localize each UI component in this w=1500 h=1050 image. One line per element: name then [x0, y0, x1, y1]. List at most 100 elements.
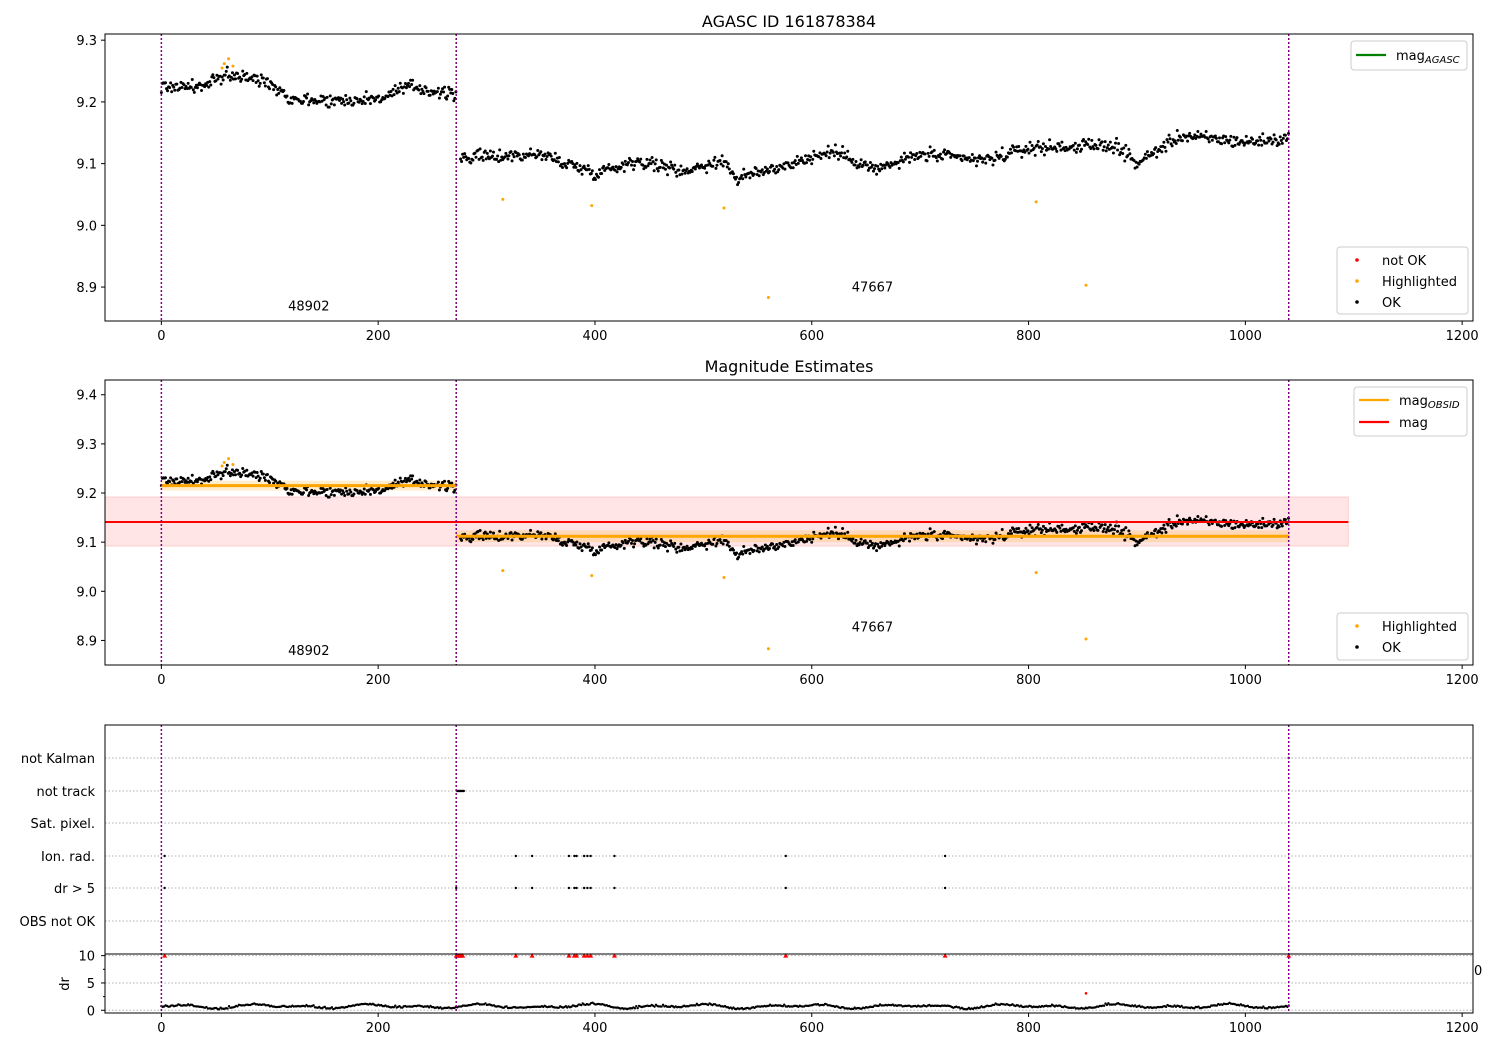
- dr-point: [636, 1006, 639, 1010]
- ok-point: [725, 543, 729, 547]
- ok-point: [364, 90, 368, 94]
- ok-point: [580, 549, 584, 553]
- ok-point: [648, 158, 652, 162]
- ok-point: [262, 476, 266, 480]
- ok-point: [1047, 529, 1051, 533]
- ok-point: [902, 532, 906, 536]
- flag-point: [573, 886, 576, 890]
- ok-point: [557, 156, 561, 160]
- ok-point: [1207, 523, 1211, 527]
- ok-point: [391, 87, 395, 91]
- ok-point: [1071, 526, 1075, 530]
- ok-point: [549, 154, 553, 158]
- ok-point: [255, 470, 259, 474]
- ok-point: [221, 78, 225, 82]
- ok-point: [908, 160, 912, 164]
- ok-point: [418, 478, 422, 482]
- ok-point: [1144, 156, 1148, 160]
- legend-point-swatch: [1355, 624, 1359, 628]
- ok-point: [367, 96, 371, 100]
- ok-point: [1000, 528, 1004, 532]
- ok-point: [719, 540, 723, 544]
- ok-point: [940, 157, 944, 161]
- flag-point: [582, 886, 586, 890]
- ok-point: [1075, 528, 1079, 532]
- ok-point: [565, 543, 569, 547]
- ok-point: [673, 541, 677, 545]
- ok-point: [880, 167, 884, 171]
- ok-point: [668, 544, 672, 548]
- ok-point: [208, 80, 212, 84]
- legend-label: magOBSID: [1399, 394, 1460, 411]
- ok-point: [727, 544, 731, 548]
- ok-point: [650, 156, 654, 160]
- ok-point: [1265, 524, 1269, 528]
- ok-point: [1023, 150, 1027, 154]
- flag-point: [575, 886, 578, 890]
- ok-point: [263, 478, 267, 482]
- ok-point: [478, 528, 482, 532]
- dr-point: [227, 1004, 231, 1008]
- x-tick-label: 400: [583, 329, 608, 344]
- ok-point: [1043, 144, 1047, 148]
- ok-point: [509, 150, 513, 154]
- ok-point: [238, 471, 242, 475]
- ok-point: [407, 476, 411, 480]
- ok-point: [1164, 530, 1168, 534]
- ok-point: [195, 480, 199, 484]
- y-tick-label: 9.2: [76, 487, 97, 502]
- ok-point: [1036, 139, 1040, 143]
- ok-point: [529, 528, 533, 532]
- ok-point: [1271, 523, 1275, 527]
- ok-point: [285, 94, 289, 98]
- ok-point: [1154, 146, 1158, 150]
- highlighted-point: [231, 463, 235, 467]
- ok-point: [1277, 142, 1281, 146]
- ok-point: [411, 78, 415, 82]
- ok-point: [937, 155, 941, 159]
- ok-point: [1152, 152, 1156, 156]
- ok-point: [441, 87, 445, 91]
- ok-point: [1123, 159, 1127, 163]
- ok-point: [392, 93, 396, 97]
- ok-point: [265, 472, 269, 476]
- ok-point: [663, 545, 667, 549]
- ok-point: [492, 150, 496, 154]
- ok-point: [1274, 138, 1278, 142]
- y-tick-label: 9.0: [76, 585, 97, 600]
- ok-point: [1188, 131, 1192, 135]
- dr-point: [635, 1004, 638, 1008]
- legend-box: [1336, 246, 1469, 315]
- ok-point: [1162, 523, 1166, 527]
- ok-point: [398, 81, 402, 85]
- ok-point: [602, 164, 606, 168]
- ok-point: [403, 476, 407, 480]
- ok-point: [345, 489, 349, 493]
- ok-point: [1196, 515, 1200, 519]
- ok-point: [808, 537, 812, 541]
- ok-point: [509, 531, 513, 535]
- ok-point: [219, 477, 223, 481]
- ok-point: [857, 165, 861, 169]
- ok-point: [854, 159, 858, 163]
- obsid-label: 47667: [852, 621, 893, 636]
- ok-point: [1126, 154, 1130, 158]
- highlighted-point: [222, 461, 226, 465]
- ok-point: [168, 86, 172, 90]
- ok-point: [403, 82, 407, 86]
- highlighted-point: [220, 66, 224, 70]
- ok-point: [976, 159, 980, 163]
- ok-point: [1038, 145, 1042, 149]
- x-tick-label: 1200: [1446, 1021, 1479, 1036]
- dr-point: [580, 1003, 583, 1007]
- ok-point: [1049, 144, 1053, 148]
- legend-label: Highlighted: [1382, 275, 1457, 290]
- ok-point: [263, 84, 267, 88]
- highlighted-point: [220, 464, 224, 468]
- ok-point: [645, 537, 649, 541]
- ok-point: [241, 467, 245, 471]
- ok-point: [577, 169, 581, 173]
- ok-point: [1260, 526, 1264, 530]
- legend-box: [1350, 40, 1468, 71]
- ok-point: [1272, 517, 1276, 521]
